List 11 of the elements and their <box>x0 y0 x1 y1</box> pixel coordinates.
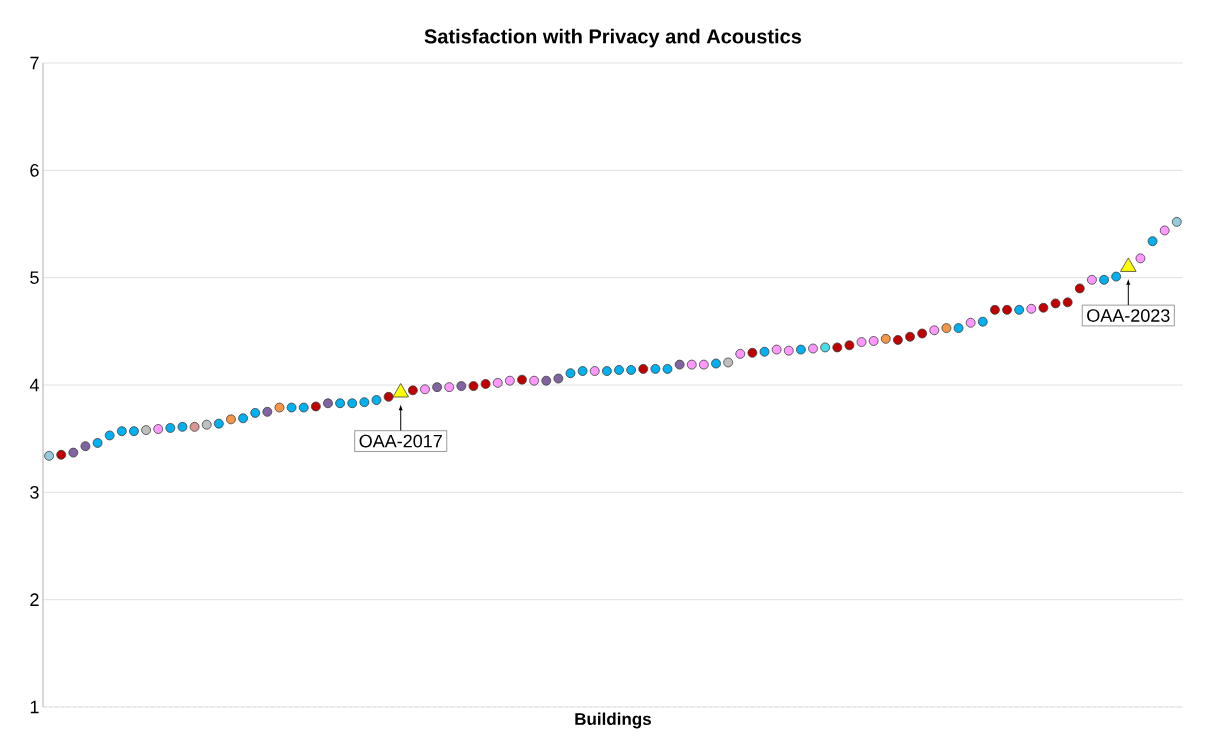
y-tick-label: 5 <box>30 271 39 284</box>
annotation: OAA-2023 <box>1087 309 1170 322</box>
y-tick-label: 1 <box>30 700 39 714</box>
y-tick-label: 6 <box>30 163 39 177</box>
y-tick-label: 4 <box>29 378 39 392</box>
y-tick-label: 3 <box>30 485 39 499</box>
y-tick-label: 2 <box>30 593 39 606</box>
chart-title: Satisfaction with Privacy and Acoustics <box>424 28 802 48</box>
x-axis-title: Buildings <box>575 712 651 729</box>
annotation: OAA-2017 <box>359 434 442 448</box>
y-tick-label: 7 <box>30 56 39 70</box>
